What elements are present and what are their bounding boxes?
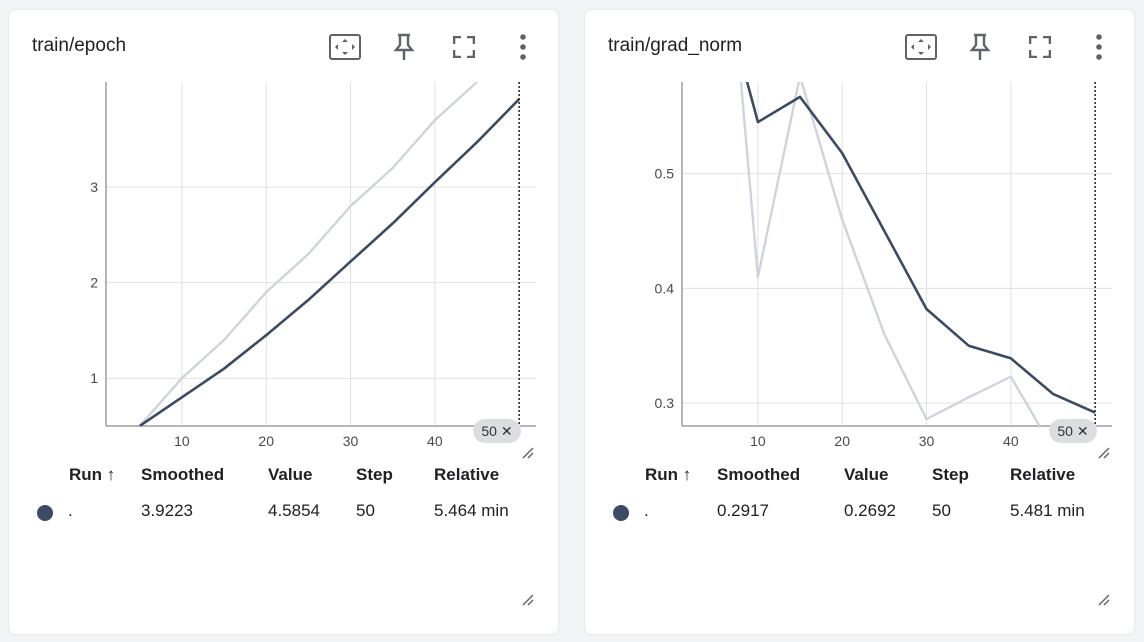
x-tick-label: 10 bbox=[174, 433, 190, 449]
fullscreen-button[interactable] bbox=[1023, 30, 1057, 64]
cell-step: 50 bbox=[356, 501, 375, 520]
close-icon[interactable]: ✕ bbox=[1076, 422, 1089, 439]
more-options-button[interactable] bbox=[1082, 30, 1116, 64]
x-tick-label: 20 bbox=[258, 433, 274, 449]
x-tick-label: 30 bbox=[343, 433, 359, 449]
resize-handle-icon[interactable] bbox=[520, 445, 534, 459]
close-icon[interactable]: ✕ bbox=[500, 422, 513, 439]
line-chart[interactable]: 10 20 30 40 0.3 0.4 0.5 bbox=[585, 80, 1134, 450]
y-tick-label: 0.5 bbox=[655, 166, 675, 182]
col-header-relative[interactable]: Relative bbox=[1010, 465, 1076, 484]
cell-smoothed: 0.2917 bbox=[717, 501, 769, 520]
x-tick-label: 40 bbox=[1003, 433, 1019, 449]
scalar-card-train-epoch: train/epoch 10 20 30 40 1 2 3 50 ✕ Run ↑ Smoot… bbox=[9, 10, 558, 634]
pin-icon bbox=[393, 33, 415, 60]
y-tick-label: 0.4 bbox=[655, 280, 675, 296]
resize-handle-icon[interactable] bbox=[1096, 445, 1110, 459]
step-badge[interactable]: 50 ✕ bbox=[473, 419, 521, 443]
fullscreen-button[interactable] bbox=[447, 30, 481, 64]
resize-handle-icon[interactable] bbox=[1096, 592, 1110, 606]
col-header-step[interactable]: Step bbox=[356, 465, 393, 484]
cell-run: . bbox=[68, 501, 73, 520]
cell-relative: 5.464 min bbox=[434, 501, 509, 520]
y-tick-label: 3 bbox=[90, 179, 98, 195]
fullscreen-icon bbox=[453, 36, 475, 58]
x-tick-label: 30 bbox=[919, 433, 935, 449]
y-tick-label: 0.3 bbox=[655, 395, 675, 411]
fullscreen-icon bbox=[1029, 36, 1051, 58]
col-header-value[interactable]: Value bbox=[268, 465, 313, 484]
card-title: train/epoch bbox=[32, 35, 127, 56]
series-line-smoothed bbox=[138, 98, 521, 426]
step-badge-value: 50 bbox=[1057, 423, 1073, 439]
step-badge-value: 50 bbox=[481, 423, 497, 439]
more-vert-icon bbox=[520, 34, 526, 60]
more-vert-icon bbox=[1096, 34, 1102, 60]
series-line-smoothed bbox=[745, 82, 1096, 414]
cell-run: . bbox=[644, 501, 649, 520]
col-header-step[interactable]: Step bbox=[932, 465, 969, 484]
fit-to-data-button[interactable] bbox=[904, 30, 938, 64]
col-header-relative[interactable]: Relative bbox=[434, 465, 500, 484]
line-chart[interactable]: 10 20 30 40 1 2 3 bbox=[9, 80, 558, 450]
scalar-card-train-grad-norm: train/grad_norm 10 20 30 40 0.3 0.4 0.5 50 ✕ R… bbox=[585, 10, 1134, 634]
step-badge[interactable]: 50 ✕ bbox=[1049, 419, 1097, 443]
fit-to-data-button[interactable] bbox=[328, 30, 362, 64]
run-color-dot bbox=[613, 505, 629, 521]
col-header-run[interactable]: Run ↑ bbox=[69, 465, 116, 484]
x-tick-label: 10 bbox=[750, 433, 766, 449]
col-header-value[interactable]: Value bbox=[844, 465, 889, 484]
cell-value: 4.5854 bbox=[268, 501, 320, 520]
y-tick-label: 1 bbox=[90, 370, 98, 386]
col-header-run[interactable]: Run ↑ bbox=[645, 465, 692, 484]
col-header-smoothed[interactable]: Smoothed bbox=[141, 465, 225, 484]
cell-step: 50 bbox=[932, 501, 951, 520]
y-tick-label: 2 bbox=[90, 275, 98, 291]
pin-icon bbox=[969, 33, 991, 60]
more-options-button[interactable] bbox=[506, 30, 540, 64]
x-tick-label: 20 bbox=[834, 433, 850, 449]
pin-button[interactable] bbox=[963, 30, 997, 64]
resize-handle-icon[interactable] bbox=[520, 592, 534, 606]
cell-smoothed: 3.9223 bbox=[141, 501, 193, 520]
cell-relative: 5.481 min bbox=[1010, 501, 1085, 520]
col-header-smoothed[interactable]: Smoothed bbox=[717, 465, 801, 484]
x-tick-label: 40 bbox=[427, 433, 443, 449]
fit-to-data-icon bbox=[905, 34, 937, 60]
cell-value: 0.2692 bbox=[844, 501, 896, 520]
series-line-raw bbox=[138, 82, 479, 426]
series-line-raw bbox=[739, 82, 1042, 426]
pin-button[interactable] bbox=[387, 30, 421, 64]
run-color-dot bbox=[37, 505, 53, 521]
card-title: train/grad_norm bbox=[608, 35, 743, 56]
fit-to-data-icon bbox=[329, 34, 361, 60]
